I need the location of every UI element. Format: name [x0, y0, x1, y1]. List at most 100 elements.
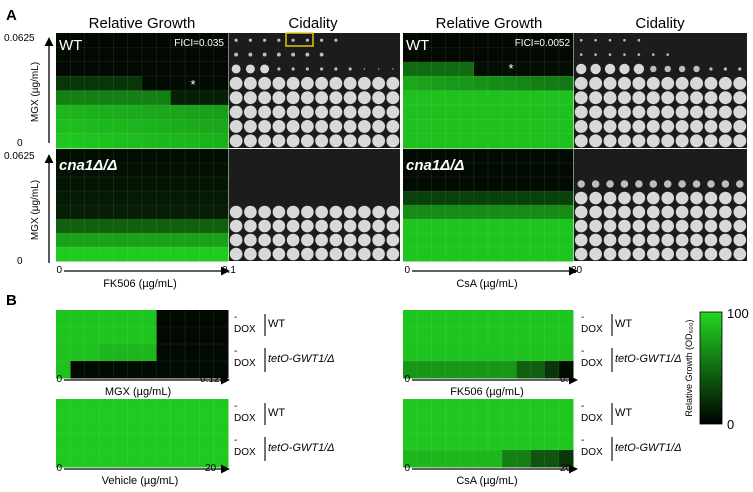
fk506-wt-cell — [56, 104, 71, 120]
x-axis-b-fk506: 0 0.1 FK506 (µg/mL) — [404, 374, 578, 398]
colony-spot — [272, 134, 286, 148]
colony-spot — [234, 52, 239, 57]
y-axis-top: 0.0625 0 MGX (µg/mL) — [4, 33, 54, 149]
b-fk506-cell — [473, 327, 489, 345]
fk506-cna1-cell — [185, 191, 200, 206]
csa-cna1-cell — [502, 149, 517, 164]
colony-spot — [666, 53, 670, 56]
colony-spot — [357, 134, 371, 148]
highlight-box — [285, 32, 314, 47]
b-vehicle-cell — [142, 399, 157, 417]
colony-spot — [661, 191, 675, 205]
star-2: * — [508, 61, 513, 76]
colony-spot — [291, 67, 295, 71]
csa-wt-cell — [431, 76, 446, 91]
colony-spot — [372, 247, 385, 261]
colony-spot — [620, 180, 629, 188]
colony-spot — [675, 191, 689, 205]
b-mgx-cell — [185, 344, 200, 362]
colony-spot — [693, 65, 700, 73]
csa-cna1-cell — [530, 233, 545, 248]
fk506-wt-cell — [185, 47, 200, 63]
b-csa-cell — [473, 433, 489, 451]
csa-wt-cell — [417, 133, 432, 149]
fk506-cna1-cell — [84, 177, 100, 192]
fk506-wt-cell — [170, 90, 186, 106]
b-vehicle-cell — [156, 399, 171, 417]
b-fk506-cell — [445, 344, 460, 362]
colony-spot — [258, 247, 271, 261]
b-vehicle-cell — [127, 416, 143, 434]
csa-cna1-cell — [445, 219, 460, 234]
colony-spot — [358, 205, 371, 219]
colony-spot — [690, 219, 703, 233]
b-csa-cell — [516, 399, 531, 417]
b-vehicle-cell — [113, 450, 128, 468]
b-mgx-cell — [156, 344, 171, 362]
b-fk506-cell — [488, 361, 503, 379]
fk506-wt-cell — [185, 119, 200, 134]
colony-spot — [623, 38, 626, 42]
b-csa-cell — [516, 416, 531, 434]
fk506-wt-cell — [127, 104, 143, 120]
fk506-cna1-cell — [142, 191, 157, 206]
csa-wt-cell — [502, 47, 517, 63]
colony-spot — [618, 191, 631, 205]
fk506-cna1-cell — [84, 247, 100, 262]
colony-spot — [329, 247, 343, 261]
b-csa-cell — [459, 433, 475, 451]
fk506-cna1-cell — [56, 233, 71, 248]
b-vehicle-cell — [113, 433, 128, 451]
b-mgx-cell — [213, 327, 229, 345]
csa-cna1-cell — [459, 233, 475, 248]
colony-spot — [334, 67, 338, 71]
fk506-cna1-cell — [199, 247, 214, 262]
fk506-wt-cell — [127, 119, 143, 134]
x-axis-b-csa: 0 20 CsA (µg/mL) — [404, 463, 578, 487]
fk506-wt-cell — [84, 104, 100, 120]
b-vehicle-cell — [199, 416, 214, 434]
colony-spot — [589, 119, 603, 133]
csa-cna1-cell — [530, 163, 545, 178]
colony-spot — [603, 76, 617, 90]
b-csa-cell — [488, 433, 503, 451]
csa-cna1-cell — [459, 177, 475, 192]
b-vehicle-cell — [56, 416, 71, 434]
csa-cna1-cell — [473, 233, 489, 248]
b-csa-cell — [403, 450, 418, 468]
b-fk506-cell — [403, 361, 418, 379]
fk506-wt-cell — [127, 133, 143, 149]
b-fk506-cell — [488, 327, 503, 345]
b-mgx-cell — [185, 361, 200, 379]
fk506-cna1-cell — [199, 177, 214, 192]
csa-cna1-cell — [459, 163, 475, 178]
y-axis-label-2: MGX (µg/mL) — [30, 180, 41, 240]
colony-spot — [243, 91, 257, 105]
b-csa-cell — [544, 416, 560, 434]
colony-spot — [589, 76, 603, 90]
b-csa-cell — [558, 450, 574, 468]
colony-spot — [315, 205, 328, 219]
y-tick-top-2: 0.0625 — [4, 151, 35, 162]
csa-wt-cell — [488, 104, 503, 120]
b-csa-cell — [502, 399, 517, 417]
csa-cna1-cell — [417, 177, 432, 192]
colony-spot — [305, 52, 310, 57]
csa-cna1-cell — [544, 177, 560, 192]
fk506-cna1-cell — [113, 247, 128, 262]
x-axis-b-mgx: 0 0.125 MGX (µg/mL) — [56, 374, 230, 398]
b-csa-cell — [502, 433, 517, 451]
csa-wt-cell — [488, 76, 503, 91]
b-vehicle-cell — [142, 450, 157, 468]
b-mgx-cell — [56, 310, 71, 328]
csa-cna1-cell — [473, 177, 489, 192]
col-header-growth-2: Relative Growth — [436, 15, 543, 32]
csa-cna1-cell — [530, 205, 545, 220]
csa-wt-cell — [431, 33, 446, 48]
csa-wt-cell — [516, 76, 531, 91]
colony-spot — [579, 53, 583, 56]
fk506-wt-cell — [56, 90, 71, 106]
colony-spot — [675, 91, 689, 105]
colony-spot — [633, 63, 645, 75]
fici-1: FICI=0.035 — [174, 38, 224, 49]
